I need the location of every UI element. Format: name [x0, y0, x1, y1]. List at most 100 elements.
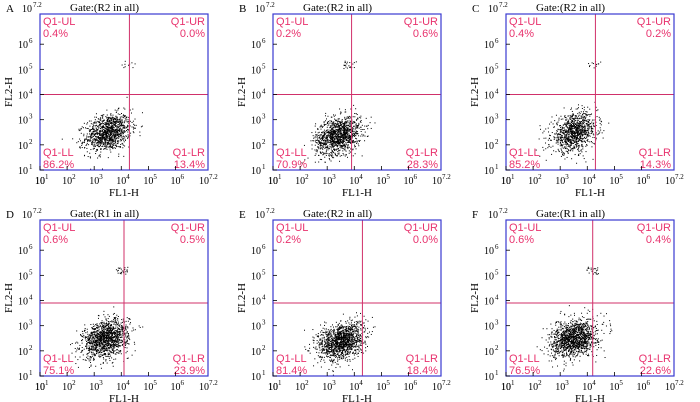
scatter-point: [570, 126, 572, 128]
scatter-point: [577, 127, 579, 129]
scatter-point: [329, 122, 331, 124]
scatter-point: [121, 336, 123, 338]
scatter-point: [125, 271, 127, 273]
scatter-point: [105, 141, 107, 143]
scatter-point: [579, 137, 581, 139]
scatter-point: [105, 145, 107, 147]
scatter-point: [104, 336, 106, 338]
scatter-point: [338, 137, 340, 139]
scatter-point: [100, 145, 101, 147]
scatter-point: [127, 134, 129, 136]
scatter-point: [324, 156, 326, 158]
quadrant-ul-value: 0.6%: [43, 234, 68, 246]
scatter-point: [549, 134, 551, 136]
scatter-point: [99, 122, 101, 124]
scatter-point: [578, 114, 580, 116]
scatter-point: [127, 121, 129, 123]
scatter-point: [578, 154, 580, 156]
scatter-point: [94, 140, 96, 142]
scatter-point: [114, 344, 116, 346]
scatter-point: [322, 145, 324, 147]
scatter-point: [569, 146, 571, 148]
scatter-point: [341, 125, 343, 127]
scatter-point: [101, 168, 103, 170]
scatter-point: [563, 152, 565, 154]
scatter-point: [352, 139, 354, 141]
scatter-point: [578, 130, 580, 132]
scatter-point: [107, 329, 109, 331]
scatter-point: [122, 114, 124, 116]
scatter-point: [358, 116, 360, 118]
scatter-point: [117, 334, 119, 336]
scatter-point: [311, 144, 313, 146]
scatter-point: [110, 330, 112, 332]
scatter-point: [353, 121, 355, 123]
scatter-point: [107, 120, 109, 122]
scatter-point: [86, 353, 88, 355]
scatter-point: [340, 111, 342, 113]
scatter-point: [319, 142, 321, 144]
scatter-point: [591, 131, 593, 133]
scatter-point: [96, 351, 98, 353]
scatter-point: [346, 122, 348, 124]
scatter-point: [349, 125, 351, 127]
scatter-point: [106, 146, 108, 148]
x-tick-exponent: 6: [180, 379, 184, 387]
scatter-point: [320, 366, 322, 368]
scatter-point: [105, 127, 107, 129]
scatter-point: [340, 144, 342, 146]
scatter-point: [581, 131, 583, 133]
scatter-point: [99, 138, 101, 140]
scatter-point: [333, 354, 335, 356]
scatter-point: [91, 343, 93, 345]
scatter-point: [318, 131, 320, 133]
scatter-point: [562, 147, 564, 149]
y-tick-label: 10: [18, 347, 28, 358]
scatter-point: [99, 339, 101, 341]
scatter-point: [572, 122, 574, 124]
scatter-points: [63, 266, 144, 369]
scatter-point: [580, 132, 582, 134]
scatter-point: [342, 141, 344, 143]
scatter-point: [127, 326, 129, 328]
scatter-point: [330, 127, 332, 129]
scatter-point: [100, 137, 102, 139]
scatter-point: [134, 343, 136, 345]
scatter-point: [120, 336, 122, 338]
scatter-point: [114, 137, 116, 139]
x-tick-label: 10: [501, 176, 511, 187]
scatter-point: [577, 122, 579, 124]
scatter-point: [113, 124, 115, 126]
scatter-point: [91, 143, 93, 145]
scatter-point: [356, 133, 358, 134]
scatter-point: [564, 141, 566, 143]
scatter-point: [120, 125, 122, 127]
scatter-point: [334, 114, 336, 116]
scatter-point: [100, 336, 102, 338]
quadrant-lr-name: Q1-LR: [173, 353, 205, 365]
scatter-point: [128, 146, 130, 148]
scatter-point: [566, 122, 568, 124]
scatter-point: [557, 128, 559, 130]
scatter-point: [332, 145, 334, 147]
scatter-point: [346, 132, 348, 134]
scatter-point: [581, 124, 583, 126]
scatter-point: [97, 317, 99, 319]
scatter-point: [355, 132, 357, 134]
scatter-point: [115, 358, 117, 360]
scatter-point: [108, 347, 110, 349]
scatter-point: [325, 339, 327, 341]
scatter-point: [579, 131, 581, 133]
scatter-point: [119, 127, 121, 129]
scatter-point: [360, 135, 362, 137]
scatter-point: [336, 145, 338, 147]
scatter-point: [121, 116, 123, 118]
scatter-point: [564, 115, 565, 117]
scatter-point: [106, 128, 108, 130]
scatter-point: [577, 145, 579, 147]
scatter-point: [99, 133, 101, 135]
scatter-point: [113, 123, 115, 125]
scatter-point: [83, 135, 85, 137]
scatter-point: [94, 142, 96, 144]
scatter-point: [125, 329, 127, 331]
